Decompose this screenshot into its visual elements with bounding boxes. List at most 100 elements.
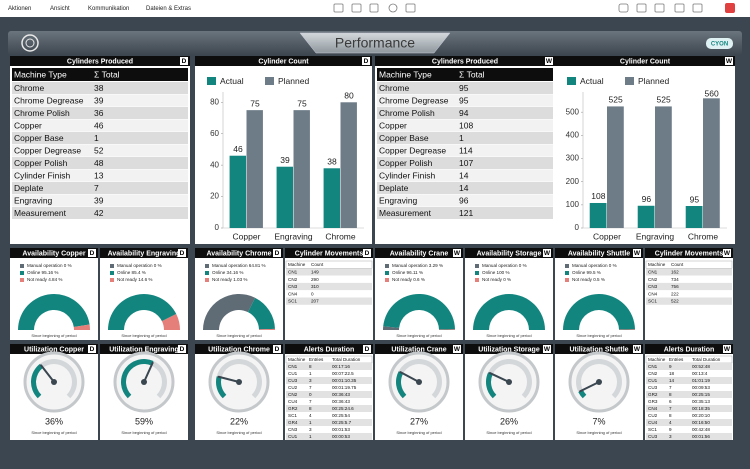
table-row-bg	[646, 377, 732, 384]
table-row-bg	[646, 433, 732, 440]
data-label: 108	[591, 191, 605, 201]
bar	[703, 98, 720, 228]
panel-badge-bg	[178, 249, 186, 257]
panel-title: Availability Engraving	[108, 250, 181, 257]
toolbar-icon[interactable]	[654, 3, 665, 13]
gauge-caption: Since beginning of period	[576, 333, 621, 338]
toolbar-icon[interactable]	[636, 3, 647, 13]
legend-swatch	[625, 77, 634, 85]
table-cell: 1	[309, 371, 312, 376]
table-cell: 95	[459, 83, 469, 93]
table-cell: Engraving	[14, 195, 53, 205]
gauge-caption: Since beginning of period	[121, 333, 166, 338]
legend-swatch	[20, 264, 24, 268]
panel-title: Alerts Duration	[664, 346, 715, 353]
table-cell: Copper Base	[379, 133, 429, 143]
legend-swatch	[110, 271, 114, 275]
panel-title: Cylinder Count	[258, 58, 309, 65]
panel-badge-bg	[545, 57, 553, 65]
table-cell: Deplate	[14, 183, 44, 193]
panel-header	[10, 344, 98, 354]
gauge-needle	[217, 375, 240, 383]
table-cell: 00:25:24.6	[332, 406, 354, 411]
x-tick-label: Copper	[233, 231, 261, 241]
menu-item[interactable]: Kommunikation	[88, 6, 129, 12]
table-cell: 00:36:43	[332, 392, 350, 397]
gauge-caption: Since beginning of period	[31, 430, 76, 435]
table-column-header: Σ Total	[94, 69, 120, 79]
table-cell: 00:20:10	[692, 413, 710, 418]
panel-badge-bg	[453, 249, 461, 257]
table-cell: CN1	[648, 269, 658, 274]
table-cell: 01:01:19	[692, 378, 710, 383]
y-tick-label: 300	[566, 154, 580, 163]
table-column-header: Machine	[648, 262, 666, 267]
gauge-segment	[563, 294, 635, 330]
table-column-header: Machine	[288, 357, 306, 362]
toolbar-icon[interactable]	[674, 3, 685, 13]
gauge-caption: Since beginning of period	[396, 333, 441, 338]
panel-header	[555, 344, 643, 354]
table-row-bg	[377, 144, 553, 157]
panel-badge-bg	[180, 57, 188, 65]
panel-badge: D	[180, 250, 185, 257]
table-row-bg	[646, 282, 732, 291]
table-row-bg	[12, 157, 188, 169]
data-label: 95	[690, 194, 700, 204]
table-row-bg	[646, 419, 732, 426]
panel-badge-bg	[543, 345, 551, 353]
table-cell: 00:17:16	[332, 364, 350, 369]
table-row-bg	[377, 132, 553, 144]
menu-item[interactable]: Dateien & Extras	[146, 6, 191, 12]
panel-title: Utilization Storage	[478, 346, 540, 353]
legend-swatch	[110, 264, 114, 268]
table-cell: 756	[671, 284, 679, 289]
table-cell: 96	[459, 195, 469, 205]
legend-swatch	[475, 264, 479, 268]
toolbar-icon[interactable]	[369, 3, 379, 13]
legend-swatch	[265, 77, 274, 85]
close-icon[interactable]	[725, 3, 735, 13]
panel-badge-bg	[178, 345, 186, 353]
bar	[607, 106, 624, 228]
legend-label: Manual operation 3.29 %	[392, 263, 443, 268]
x-tick-label: Chrome	[325, 231, 356, 241]
gauge-caption: Since beginning of period	[216, 333, 261, 338]
toolbar-icon[interactable]	[351, 3, 362, 13]
gauge-value-arc	[396, 371, 407, 399]
toolbar-icon[interactable]	[388, 3, 398, 13]
table-row-bg	[377, 82, 553, 94]
table-cell: 00:01:10.35	[332, 378, 357, 383]
gauge-caption: Since beginning of period	[31, 333, 76, 338]
legend-swatch	[205, 278, 209, 282]
y-tick-label: 400	[566, 130, 580, 139]
legend-label: Online 95.16 %	[27, 270, 58, 275]
toolbar-icon[interactable]	[618, 3, 629, 13]
table-cell: 734	[671, 277, 679, 282]
toolbar-icon[interactable]	[692, 3, 703, 13]
menu-item[interactable]: Aktionen	[8, 6, 31, 12]
table-cell: SC1	[288, 413, 297, 418]
table-row-bg	[12, 182, 188, 194]
toolbar-icon[interactable]	[333, 3, 344, 13]
table-row-bg	[12, 169, 188, 182]
panel-title: Cylinder Movements	[295, 250, 364, 257]
toolbar-icon[interactable]	[405, 3, 416, 13]
menu-item[interactable]: Ansicht	[50, 6, 70, 12]
table-cell: 1	[309, 434, 312, 439]
gauge-segment	[73, 324, 90, 330]
data-label: 39	[280, 155, 290, 165]
table-row-bg	[646, 275, 732, 283]
panel-badge: W	[546, 58, 553, 65]
panel-title: Availability Shuttle	[568, 250, 630, 257]
table-cell: 46	[94, 120, 104, 130]
table-row-bg	[646, 290, 732, 298]
table-cell: CN2	[288, 392, 298, 397]
legend-label: Online 85.4 %	[117, 270, 146, 275]
table-row-bg	[646, 412, 732, 419]
table-row-bg	[377, 182, 553, 194]
gauge-hub	[236, 379, 242, 385]
y-tick-label: 20	[210, 192, 219, 201]
table-cell: 42	[94, 208, 104, 218]
table-row-bg	[286, 290, 372, 298]
